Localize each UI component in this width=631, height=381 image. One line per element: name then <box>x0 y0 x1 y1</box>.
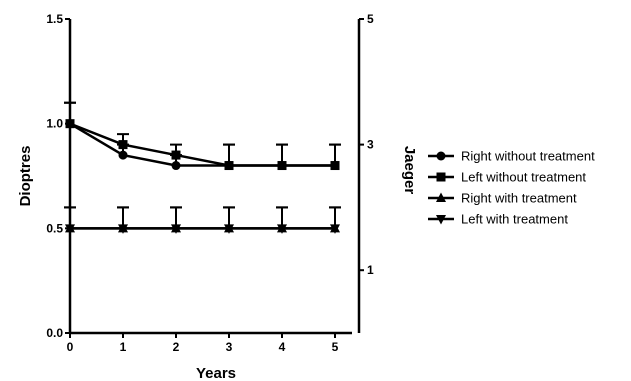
series-left-with-treatment <box>64 206 341 234</box>
data-point-square <box>436 172 446 182</box>
legend: Right without treatment Left without trea… <box>428 149 595 227</box>
data-point-square <box>224 161 234 171</box>
y-tick-label: 0.5 <box>46 221 63 235</box>
data-point-triangle-down <box>65 224 75 234</box>
x-tick-label: 5 <box>332 340 339 354</box>
x-tick-label: 0 <box>67 340 74 354</box>
data-point-triangle-down <box>118 224 128 234</box>
x-tick-label: 4 <box>279 340 286 354</box>
x-tick-label: 1 <box>120 340 127 354</box>
x-tick-label: 3 <box>226 340 233 354</box>
y2-tick-label: 1 <box>367 263 374 277</box>
y-tick-label: 1.0 <box>46 117 63 131</box>
y2-tick-label: 3 <box>367 138 374 152</box>
data-point-circle <box>118 150 128 160</box>
y-tick-label: 1.5 <box>46 12 63 26</box>
legend-item: Left with treatment <box>428 212 568 227</box>
data-point-triangle-down <box>224 224 234 234</box>
data-point-triangle-down <box>277 224 287 234</box>
data-point-square <box>65 119 75 129</box>
legend-item: Right without treatment <box>428 149 595 164</box>
data-point-triangle-up <box>436 192 446 202</box>
y-axis-title: Dioptres <box>17 146 34 207</box>
legend-item: Right with treatment <box>428 191 577 206</box>
axis-ticks: 0 1 2 3 4 5 0.0 0.5 1.0 1.5 1 3 5 <box>46 12 374 354</box>
y-tick-label: 0.0 <box>46 326 63 340</box>
series-line <box>69 122 335 167</box>
x-axis-title: Years <box>196 365 236 381</box>
legend-label: Right without treatment <box>461 149 595 164</box>
series-layer <box>64 101 341 234</box>
legend-label: Left with treatment <box>461 212 568 227</box>
data-point-circle <box>436 151 446 161</box>
data-point-square <box>171 150 181 160</box>
y2-axis-title: Jaeger <box>401 146 418 195</box>
data-point-square <box>330 161 340 171</box>
data-point-square <box>118 140 128 150</box>
data-point-triangle-down <box>436 215 446 225</box>
legend-label: Left without treatment <box>461 170 586 185</box>
x-tick-label: 2 <box>173 340 180 354</box>
data-point-triangle-down <box>171 224 181 234</box>
legend-label: Right with treatment <box>461 191 577 206</box>
series-left-without-treatment <box>64 101 341 171</box>
legend-item: Left without treatment <box>428 170 586 185</box>
data-point-triangle-down <box>330 224 340 234</box>
data-point-square <box>277 161 287 171</box>
data-point-circle <box>171 161 181 171</box>
y2-tick-label: 5 <box>367 12 374 26</box>
